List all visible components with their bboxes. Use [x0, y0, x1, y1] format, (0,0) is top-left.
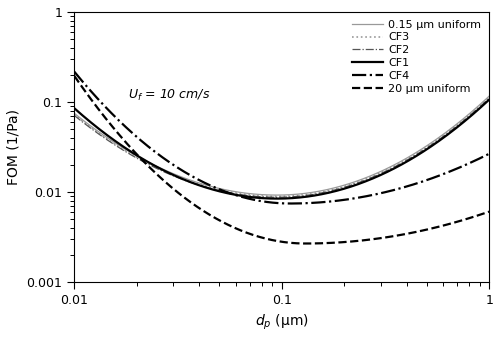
CF3: [236, 192, 242, 196]
0.15 μm uniform: [71, 111, 77, 115]
20 μm uniform: [372, 237, 378, 241]
0.15 μm uniform: [372, 172, 378, 176]
20 μm uniform: [71, 74, 77, 78]
CF3: [486, 95, 492, 99]
CF4: [236, 194, 242, 198]
CF1: [274, 197, 280, 201]
CF4: [374, 192, 380, 196]
CF2: [71, 113, 77, 117]
Line: CF3: CF3: [74, 97, 489, 196]
20 μm uniform: [206, 213, 212, 217]
20 μm uniform: [333, 241, 339, 245]
0.15 μm uniform: [374, 171, 380, 175]
CF1: [121, 145, 127, 149]
CF2: [374, 173, 380, 177]
Line: CF4: CF4: [74, 72, 489, 203]
CF2: [206, 186, 212, 190]
CF3: [333, 187, 339, 191]
CF4: [206, 183, 212, 187]
CF4: [372, 193, 378, 197]
20 μm uniform: [374, 237, 380, 241]
CF3: [372, 173, 378, 177]
CF4: [71, 69, 77, 74]
Legend: 0.15 μm uniform, CF3, CF2, CF1, CF4, 20 μm uniform: 0.15 μm uniform, CF3, CF2, CF1, CF4, 20 …: [350, 18, 484, 96]
CF1: [206, 186, 212, 191]
20 μm uniform: [486, 210, 492, 214]
CF4: [288, 201, 294, 205]
CF4: [486, 152, 492, 156]
Y-axis label: FOM (1/Pa): FOM (1/Pa): [7, 109, 21, 185]
20 μm uniform: [121, 138, 127, 142]
CF1: [236, 193, 242, 197]
0.15 μm uniform: [274, 193, 280, 197]
0.15 μm uniform: [206, 184, 212, 188]
CF3: [71, 113, 77, 117]
CF3: [206, 185, 212, 189]
Line: 0.15 μm uniform: 0.15 μm uniform: [74, 96, 489, 195]
CF1: [71, 106, 77, 110]
0.15 μm uniform: [486, 94, 492, 98]
CF4: [121, 123, 127, 127]
CF3: [121, 148, 127, 152]
20 μm uniform: [302, 241, 308, 245]
CF1: [486, 98, 492, 102]
CF4: [333, 199, 339, 203]
0.15 μm uniform: [121, 146, 127, 151]
20 μm uniform: [236, 227, 242, 232]
0.15 μm uniform: [333, 185, 339, 190]
Line: CF2: CF2: [74, 98, 489, 197]
CF2: [333, 187, 339, 192]
CF2: [274, 195, 280, 199]
Text: $U_f$ = 10 cm/s: $U_f$ = 10 cm/s: [128, 87, 210, 103]
CF1: [333, 189, 339, 193]
CF1: [374, 175, 380, 179]
CF2: [236, 192, 242, 196]
CF3: [374, 173, 380, 177]
CF2: [372, 174, 378, 178]
0.15 μm uniform: [236, 190, 242, 194]
Line: CF1: CF1: [74, 100, 489, 199]
CF2: [121, 149, 127, 153]
CF3: [274, 194, 280, 198]
Line: 20 μm uniform: 20 μm uniform: [74, 76, 489, 243]
X-axis label: $d_p$ (μm): $d_p$ (μm): [255, 313, 308, 332]
CF1: [372, 176, 378, 180]
CF2: [486, 96, 492, 100]
